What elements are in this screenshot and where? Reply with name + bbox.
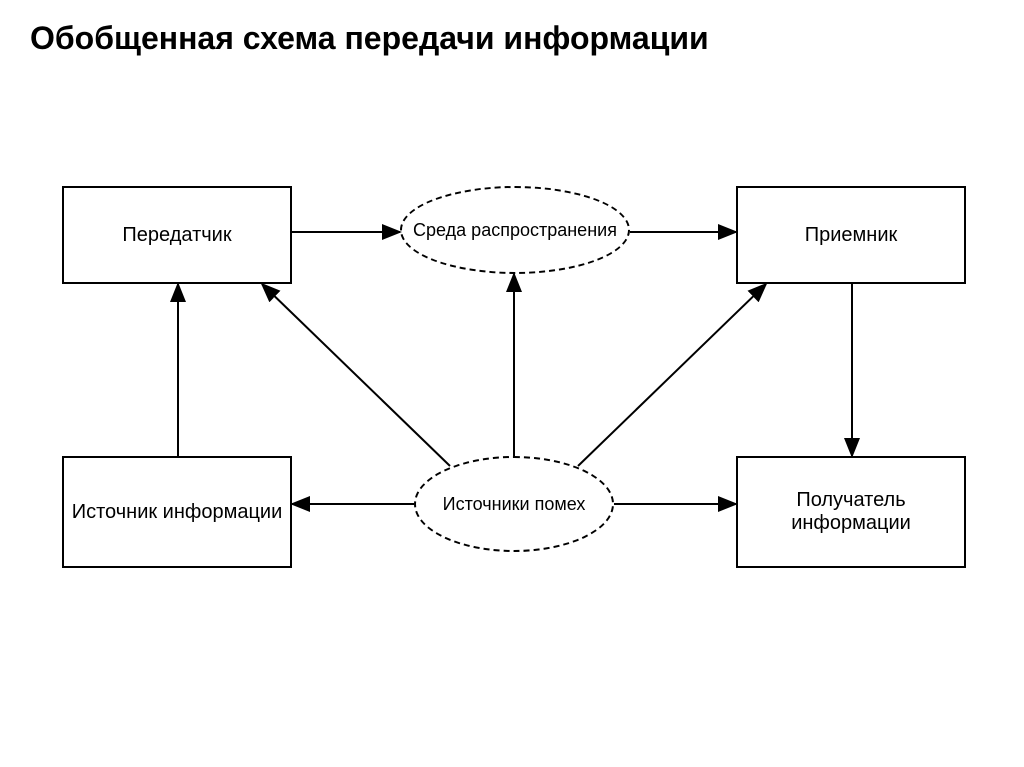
node-label: Источник информации — [72, 501, 283, 524]
node-label: Источники помех — [443, 494, 586, 515]
node-label: Среда распространения — [413, 220, 617, 241]
node-label: Передатчик — [122, 224, 231, 247]
edge-noise-transmitter — [262, 284, 450, 466]
node-noise: Источники помех — [414, 456, 614, 552]
node-transmitter: Передатчик — [62, 186, 292, 284]
node-medium: Среда распространения — [400, 186, 630, 274]
edges-layer — [0, 0, 1024, 767]
edge-noise-receiver — [578, 284, 766, 466]
node-label: Получатель информации — [742, 489, 960, 535]
node-source: Источник информации — [62, 456, 292, 568]
page-title: Обобщенная схема передачи информации — [30, 20, 709, 57]
node-recipient: Получатель информации — [736, 456, 966, 568]
node-receiver: Приемник — [736, 186, 966, 284]
node-label: Приемник — [805, 224, 898, 247]
